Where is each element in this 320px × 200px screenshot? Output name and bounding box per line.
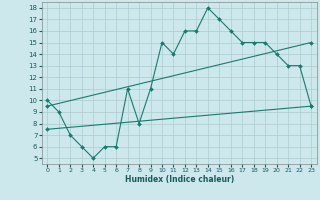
X-axis label: Humidex (Indice chaleur): Humidex (Indice chaleur) xyxy=(124,175,234,184)
